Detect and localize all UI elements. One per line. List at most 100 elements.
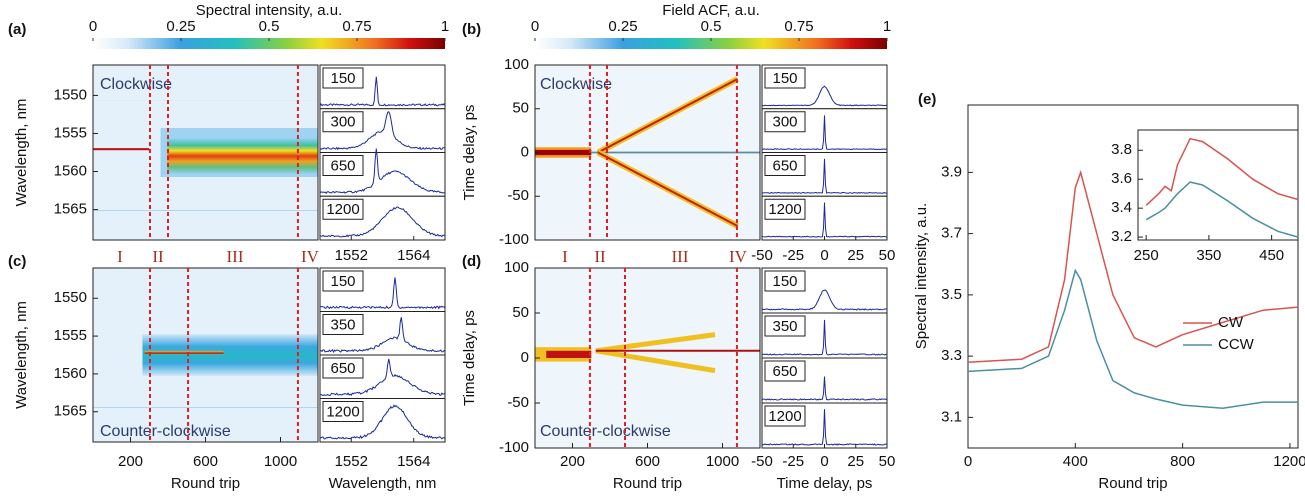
inset-label-box bbox=[322, 155, 364, 176]
phase-label: I bbox=[117, 247, 123, 266]
x-axis-label: Round trip bbox=[1098, 475, 1167, 492]
x-tick-label: 200 bbox=[118, 453, 143, 470]
colorbar-tick-label: 0.75 bbox=[342, 18, 371, 35]
inset-label: 1200 bbox=[768, 408, 801, 425]
x-axis-label: Round trip bbox=[613, 475, 682, 492]
y-tick-label: 0 bbox=[521, 143, 529, 160]
x-tick-label: 1000 bbox=[706, 453, 739, 470]
y-axis-label: Time delay, ps bbox=[461, 310, 478, 406]
inset-x-tick-label: -25 bbox=[782, 247, 804, 264]
colorbar bbox=[535, 38, 887, 49]
data-line bbox=[1145, 137, 1299, 206]
inset-label: 1200 bbox=[326, 403, 359, 420]
inset-label-box bbox=[764, 270, 806, 292]
annotation: Clockwise bbox=[540, 76, 612, 93]
y-tick-label: 100 bbox=[504, 56, 529, 73]
phase-label: III bbox=[227, 247, 244, 266]
x-tick-label: 1200 bbox=[1273, 453, 1305, 470]
panel-label: (b) bbox=[462, 21, 481, 38]
heatmap-trace bbox=[597, 151, 738, 227]
inset-label-box bbox=[322, 198, 364, 220]
colorbar-tick-label: 0.5 bbox=[259, 18, 280, 35]
y-tick-label: -50 bbox=[507, 394, 529, 411]
inset-label: 350 bbox=[330, 316, 355, 333]
x-tick-label: 450 bbox=[1259, 247, 1284, 264]
heatmap-trace bbox=[595, 332, 716, 354]
heatmap-region bbox=[144, 352, 224, 354]
inset-label: 150 bbox=[772, 70, 797, 87]
data-line bbox=[967, 268, 1298, 409]
inset-x-tick-label: 50 bbox=[879, 453, 896, 470]
inset-label-box bbox=[764, 67, 806, 89]
y-tick-label: 3.3 bbox=[941, 347, 962, 364]
x-tick-label: 1000 bbox=[264, 453, 297, 470]
inset-label: 1200 bbox=[326, 201, 359, 218]
inset-trace bbox=[761, 376, 888, 401]
x-axis-label: Round trip bbox=[171, 475, 240, 492]
inset-label-box bbox=[764, 360, 806, 382]
x-tick-label: 350 bbox=[1196, 247, 1221, 264]
inset-x-tick-label: -50 bbox=[751, 247, 773, 264]
x-tick-label: 400 bbox=[1063, 453, 1088, 470]
inset-x-tick-label: 1552 bbox=[335, 453, 368, 470]
y-tick-label: 1560 bbox=[54, 162, 87, 179]
inset-trace bbox=[761, 202, 888, 238]
inset-trace bbox=[319, 76, 446, 107]
x-tick-label: 800 bbox=[1170, 453, 1195, 470]
inset-x-tick-label: 1552 bbox=[335, 247, 368, 264]
inset-x-tick-label: 0 bbox=[820, 453, 828, 470]
y-tick-label: 3.7 bbox=[941, 225, 962, 242]
inset-label-box bbox=[322, 270, 364, 292]
y-tick-label: 3.5 bbox=[941, 286, 962, 303]
y-tick-label: 100 bbox=[504, 259, 529, 276]
inset-trace bbox=[761, 319, 888, 356]
x-tick-label: 250 bbox=[1134, 247, 1159, 264]
colorbar-tick-label: 1 bbox=[441, 18, 449, 35]
heatmap-region bbox=[93, 210, 318, 211]
x-tick-label: 600 bbox=[635, 453, 660, 470]
inset-x-tick-label: 25 bbox=[847, 453, 864, 470]
annotation: Counter-clockwise bbox=[540, 423, 671, 440]
legend-label: CCW bbox=[1218, 336, 1255, 353]
inset-x-tick-label: 0 bbox=[820, 247, 828, 264]
y-tick-label: -100 bbox=[499, 231, 529, 248]
heatmap-region bbox=[546, 350, 592, 358]
inset-x-axis-label: Wavelength, nm bbox=[329, 475, 437, 492]
y-tick-label: 50 bbox=[512, 304, 529, 321]
inset-x-tick-label: -25 bbox=[782, 453, 804, 470]
y-axis-label: Time delay, ps bbox=[461, 105, 478, 201]
colorbar-label: Field ACF, a.u. bbox=[662, 2, 760, 19]
inset-trace bbox=[320, 277, 446, 310]
panel-label: (d) bbox=[462, 253, 481, 270]
inset-trace bbox=[761, 85, 888, 107]
y-tick-label: 3.6 bbox=[1111, 170, 1132, 187]
inset-label: 650 bbox=[772, 157, 797, 174]
inset-label: 300 bbox=[772, 114, 797, 131]
heatmap-image bbox=[535, 65, 760, 240]
heatmap-region bbox=[167, 138, 318, 174]
colorbar-tick-label: 0 bbox=[531, 18, 539, 35]
heatmap-trace bbox=[597, 78, 738, 154]
x-tick-label: 200 bbox=[560, 453, 585, 470]
inset-label-box bbox=[764, 405, 806, 427]
inset-x-tick-label: 1564 bbox=[397, 453, 430, 470]
inset-x-tick-label: -50 bbox=[751, 453, 773, 470]
colorbar-tick-label: 0.5 bbox=[701, 18, 722, 35]
x-tick-label: 0 bbox=[964, 453, 972, 470]
inset-label: 350 bbox=[772, 318, 797, 335]
heatmap-image bbox=[93, 65, 318, 240]
inset-trace bbox=[319, 206, 446, 238]
plot-frame bbox=[1137, 129, 1299, 241]
phase-label: II bbox=[594, 247, 606, 266]
inset-label-box bbox=[764, 111, 806, 133]
colorbar-label: Spectral intensity, a.u. bbox=[196, 2, 342, 19]
inset-label-box bbox=[322, 401, 364, 422]
inset-label: 650 bbox=[330, 157, 355, 174]
y-tick-label: 1560 bbox=[54, 365, 87, 382]
inset-x-axis-label: Time delay, ps bbox=[777, 475, 873, 492]
inset-x-tick-label: 1564 bbox=[397, 247, 430, 264]
heatmap-region bbox=[93, 148, 150, 151]
y-tick-label: 3.1 bbox=[941, 408, 962, 425]
